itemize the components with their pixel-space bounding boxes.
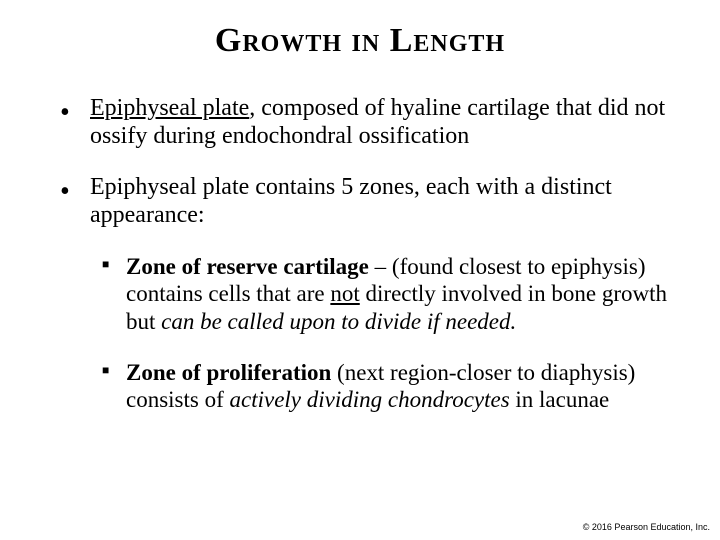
subbullet-2-bold: Zone of proliferation (126, 360, 331, 385)
subbullet-1-bold: Zone of reserve cartilage (126, 254, 369, 279)
subbullet-2-t2: in lacunae (510, 387, 610, 412)
subbullet-2-i1: actively dividing chondrocytes (230, 387, 510, 412)
slide-title: Growth in Length (0, 0, 720, 72)
title-word-1: Growth (215, 22, 342, 59)
bullet-1-lead: Epiphyseal plate (90, 95, 249, 121)
copyright-text: © 2016 Pearson Education, Inc. (583, 522, 710, 532)
bullet-2: Epiphyseal plate contains 5 zones, each … (60, 173, 676, 230)
bullet-1: Epiphyseal plate, composed of hyaline ca… (60, 94, 676, 151)
bullet-list: Epiphyseal plate, composed of hyaline ca… (0, 94, 720, 413)
title-word-2: in (342, 22, 390, 59)
subbullet-1: Zone of reserve cartilage – (found close… (102, 253, 676, 334)
subbullet-2: Zone of proliferation (next region-close… (102, 359, 676, 413)
subbullet-1-i1: can be called upon to divide if needed. (161, 309, 516, 334)
subbullet-1-u1: not (330, 281, 359, 306)
title-word-3: Length (390, 22, 505, 59)
bullet-2-text: Epiphyseal plate contains 5 zones, each … (90, 174, 612, 228)
slide: Growth in Length Epiphyseal plate, compo… (0, 0, 720, 540)
